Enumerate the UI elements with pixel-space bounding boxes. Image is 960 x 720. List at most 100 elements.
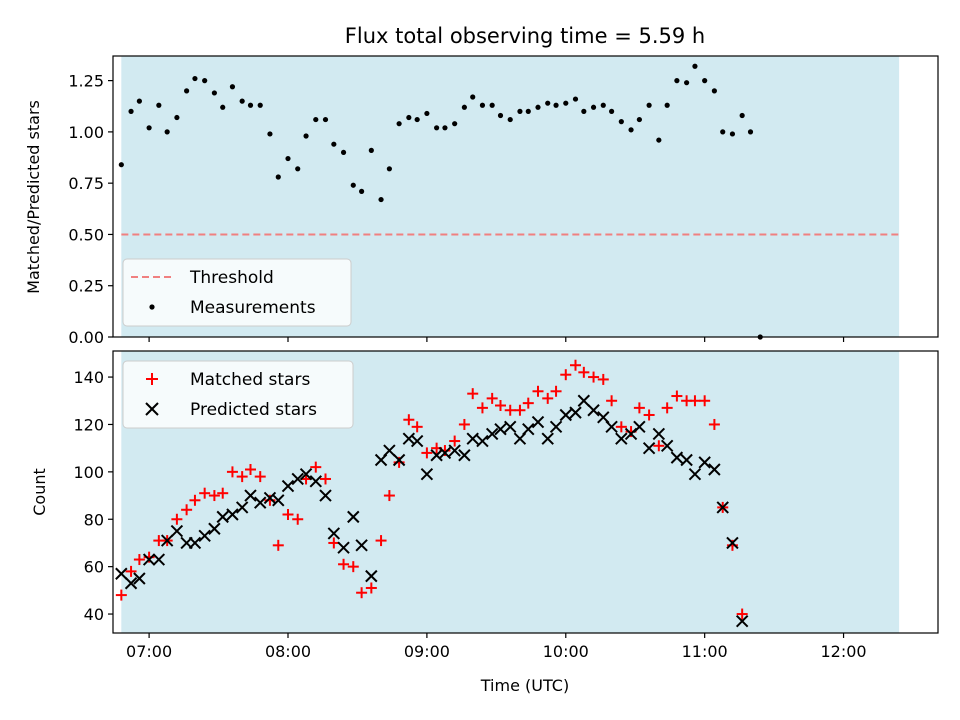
predicted-star-point [642, 441, 656, 455]
matched-star-point [597, 373, 609, 385]
measurement-point [674, 78, 680, 84]
matched-star-point [254, 471, 266, 483]
measurement-point [507, 116, 513, 123]
predicted-star-point [698, 456, 711, 469]
measurement-point [340, 149, 347, 156]
measurement-point [702, 78, 708, 84]
predicted-star-point [208, 522, 221, 535]
predicted-star-point [735, 614, 749, 628]
measurement-point [192, 75, 198, 82]
legend-predicted-label: Predicted stars [190, 400, 317, 420]
measurement-point [146, 125, 152, 131]
predicted-star-point [688, 468, 702, 481]
x-tick-label: 07:00 [126, 642, 172, 661]
x-tick-label: 12:00 [821, 642, 867, 661]
measurement-point [692, 63, 698, 69]
measurement-point [239, 98, 245, 104]
predicted-star-point [494, 422, 507, 436]
predicted-star-point [420, 468, 434, 481]
legend-threshold-label: Threshold [189, 268, 274, 288]
legend-box-top [122, 258, 352, 327]
measurement-point [350, 182, 356, 188]
measurement-point [406, 114, 412, 121]
measurement-point [424, 110, 430, 117]
measurement-point [322, 116, 329, 123]
matched-star-point [245, 463, 256, 475]
measurement-point [609, 108, 615, 114]
predicted-star-point [133, 572, 146, 585]
predicted-star-point [244, 489, 257, 502]
predicted-star-point [392, 453, 406, 467]
y-axis-ticks-top: 0.00 0.25 0.50 0.75 1.00 1.25 [68, 72, 113, 347]
predicted-star-point [633, 420, 646, 434]
measurement-point [479, 102, 486, 108]
measurement-point [553, 102, 559, 108]
predicted-star-point [522, 422, 535, 436]
predicted-star-point [226, 508, 239, 521]
measurement-point [174, 114, 180, 121]
measurement-point [257, 102, 263, 108]
measurement-point [628, 127, 634, 133]
predicted-star-point [170, 524, 184, 538]
predicted-star-point [281, 479, 295, 493]
measurement-point [600, 102, 606, 108]
predicted-star-point [355, 539, 368, 552]
legend-measurement-swatch [149, 304, 155, 310]
matched-star-point [171, 513, 183, 525]
y-tick-label: 0.50 [68, 225, 104, 244]
matched-star-point [671, 390, 683, 402]
measurement-point [618, 119, 624, 125]
measurement-point [211, 90, 217, 96]
predicted-star-point [254, 496, 267, 509]
measurement-point [295, 166, 301, 172]
predicted-star-point [504, 420, 517, 434]
matched-star-point [514, 404, 526, 416]
predicted-star-point [216, 510, 229, 524]
measurement-point [747, 129, 754, 135]
legend-measurement-label: Measurements [190, 298, 316, 318]
predicted-star-point [309, 475, 322, 488]
measurement-point [656, 137, 662, 143]
legend-matched-label: Matched stars [190, 370, 310, 390]
matched-star-point [495, 400, 506, 412]
predicted-star-point [142, 553, 156, 566]
matched-star-point [606, 395, 618, 407]
matched-star-point [320, 473, 331, 485]
matched-star-point [338, 558, 350, 570]
predicted-star-point [347, 510, 360, 524]
predicted-star-point [559, 408, 572, 422]
matched-star-point [226, 466, 238, 478]
matched-star-point [133, 554, 145, 566]
measurement-point [535, 104, 541, 110]
measurement-point [386, 166, 392, 172]
legend-predicted-swatch [145, 402, 159, 416]
predicted-star-point [160, 534, 174, 547]
matched-star-point [467, 388, 479, 400]
y-tick-label: 1.25 [68, 72, 104, 91]
measurement-point [359, 188, 365, 194]
measurement-point [267, 131, 273, 137]
measurement-point [156, 102, 162, 108]
measurement-point [164, 129, 170, 135]
measurement-point [275, 174, 281, 180]
matched-star-point [125, 565, 137, 577]
plot-frame-bottom [112, 350, 939, 634]
measurement-point [517, 108, 523, 114]
y-tick-label: 100 [73, 463, 104, 482]
predicted-star-point [458, 449, 471, 462]
matched-star-point [560, 369, 572, 381]
predicted-star-point [365, 569, 378, 583]
measurement-point [739, 112, 745, 119]
predicted-star-point [605, 420, 618, 434]
y-axis-label-bottom: Count [30, 468, 49, 516]
predicted-star-point [577, 394, 591, 407]
matched-star-point [643, 409, 655, 421]
matched-star-point [403, 414, 415, 426]
predicted-star-point [299, 468, 313, 481]
matched-star-point [633, 402, 645, 414]
matched-star-point [421, 447, 433, 459]
matched-star-point [292, 513, 304, 525]
matched-star-point [383, 490, 395, 502]
measurement-point [434, 125, 440, 131]
